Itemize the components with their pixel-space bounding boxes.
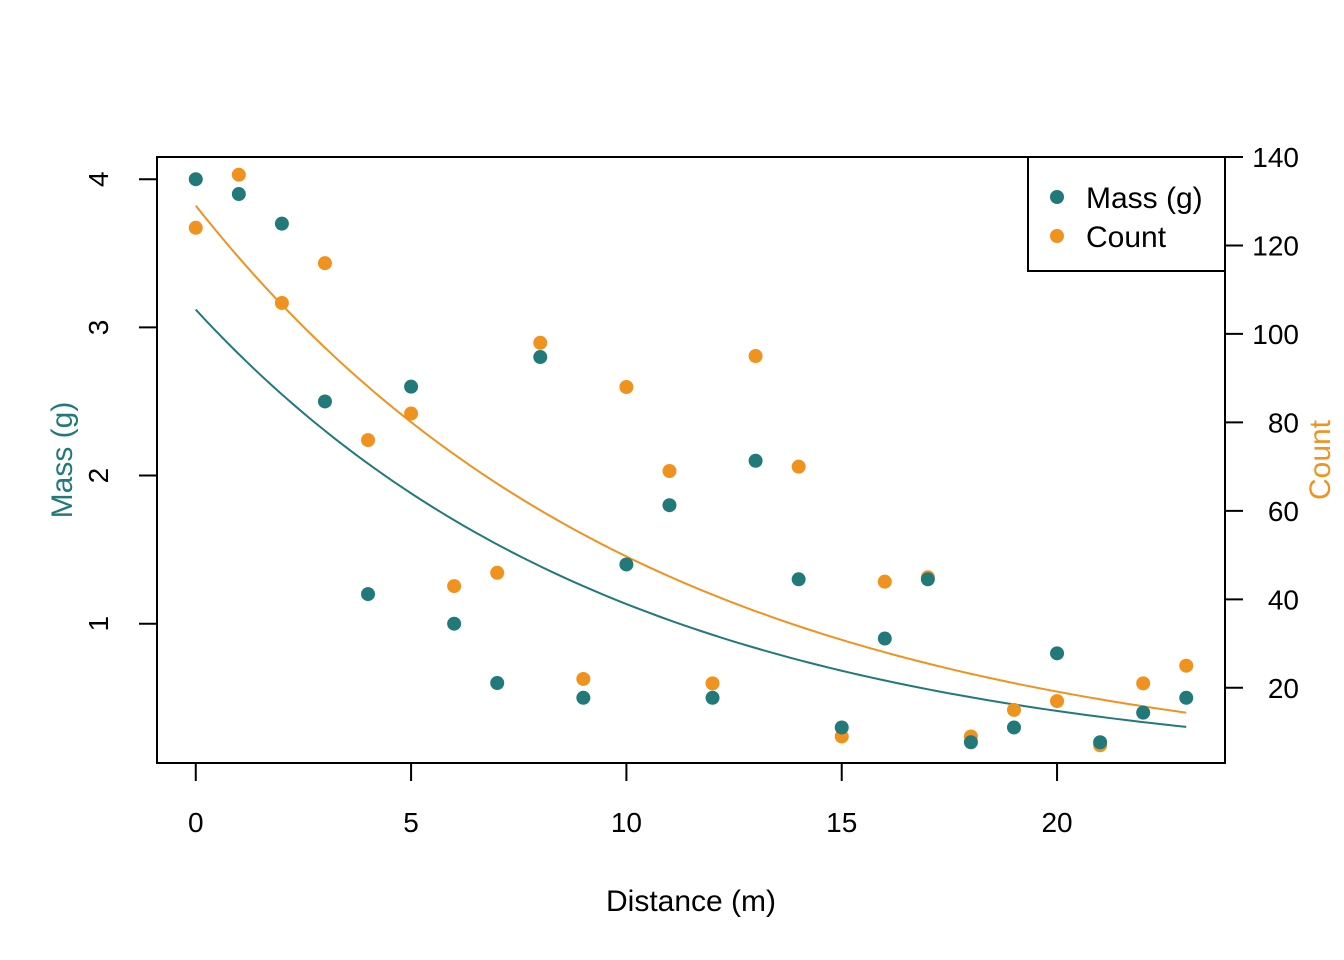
point-mass (533, 350, 548, 365)
point-count (748, 349, 763, 364)
y-left-tick-label: 4 (83, 171, 114, 187)
point-mass (576, 690, 591, 705)
x-axis-title: Distance (m) (606, 885, 776, 918)
point-mass (490, 675, 505, 690)
point-mass (920, 572, 935, 587)
y-right-tick-label: 80 (1268, 407, 1299, 438)
x-axis: 0 5 10 15 20 (188, 762, 1073, 838)
x-tick-label: 0 (188, 807, 204, 838)
legend-label-count: Count (1086, 221, 1167, 254)
point-mass (231, 187, 246, 202)
y-left-tick-label: 1 (83, 616, 114, 632)
point-count (877, 574, 892, 589)
point-count (662, 464, 677, 479)
y-right-tick-label: 40 (1268, 584, 1299, 615)
point-mass (188, 172, 203, 187)
point-count (231, 167, 246, 182)
point-mass (791, 572, 806, 587)
y-axis-right-title: Count (1304, 419, 1337, 500)
y-axis-left-title: Mass (g) (46, 402, 79, 519)
point-count (274, 295, 289, 310)
legend-box (1027, 156, 1226, 272)
x-tick-label: 15 (826, 807, 857, 838)
point-mass (361, 587, 376, 602)
point-count (533, 335, 548, 350)
y-right-tick-label: 120 (1252, 230, 1299, 261)
point-mass (748, 453, 763, 468)
legend-label-mass: Mass (g) (1086, 182, 1203, 215)
x-tick-label: 5 (403, 807, 419, 838)
point-count (1136, 676, 1151, 691)
point-count (619, 380, 634, 395)
legend: Mass (g) Count (1027, 156, 1226, 272)
y-left-tick-label: 2 (83, 468, 114, 484)
y-right-tick-label: 140 (1252, 142, 1299, 173)
point-mass (404, 379, 419, 394)
y-right-tick-label: 60 (1268, 496, 1299, 527)
point-mass (1136, 705, 1151, 720)
y-left-tick-label: 3 (83, 320, 114, 336)
point-mass (963, 735, 978, 750)
fit-curve-count (194, 205, 1187, 714)
point-mass (274, 216, 289, 231)
point-mass (1050, 646, 1065, 661)
x-tick-label: 10 (611, 807, 642, 838)
x-tick-label: 20 (1041, 807, 1072, 838)
point-count (361, 433, 376, 448)
point-count (188, 220, 203, 235)
y-right-tick-label: 100 (1252, 319, 1299, 350)
point-mass (877, 631, 892, 646)
y-axis-left: 1 2 3 4 (83, 171, 158, 632)
point-mass (317, 394, 332, 409)
point-mass (1006, 720, 1021, 735)
point-count (1050, 694, 1065, 709)
point-count (447, 579, 462, 594)
point-mass (662, 498, 677, 513)
point-mass (834, 720, 849, 735)
point-count (1006, 702, 1021, 717)
point-count (1179, 658, 1194, 673)
point-mass (447, 616, 462, 631)
point-count (490, 565, 505, 580)
point-mass (1093, 735, 1108, 750)
fit-curves (194, 205, 1187, 728)
point-mass (1179, 690, 1194, 705)
point-count (404, 406, 419, 421)
fit-curve-mass (195, 308, 1187, 728)
point-mass (619, 557, 634, 572)
point-count (791, 459, 806, 474)
point-count (705, 676, 720, 691)
point-count (576, 671, 591, 686)
point-count (317, 256, 332, 271)
y-axis-right: 20 40 60 80 100 120 140 (1224, 142, 1299, 704)
legend-marker-mass (1050, 190, 1064, 204)
point-mass (705, 690, 720, 705)
data-points (188, 167, 1194, 753)
y-right-tick-label: 20 (1268, 673, 1299, 704)
legend-marker-count (1050, 229, 1064, 243)
